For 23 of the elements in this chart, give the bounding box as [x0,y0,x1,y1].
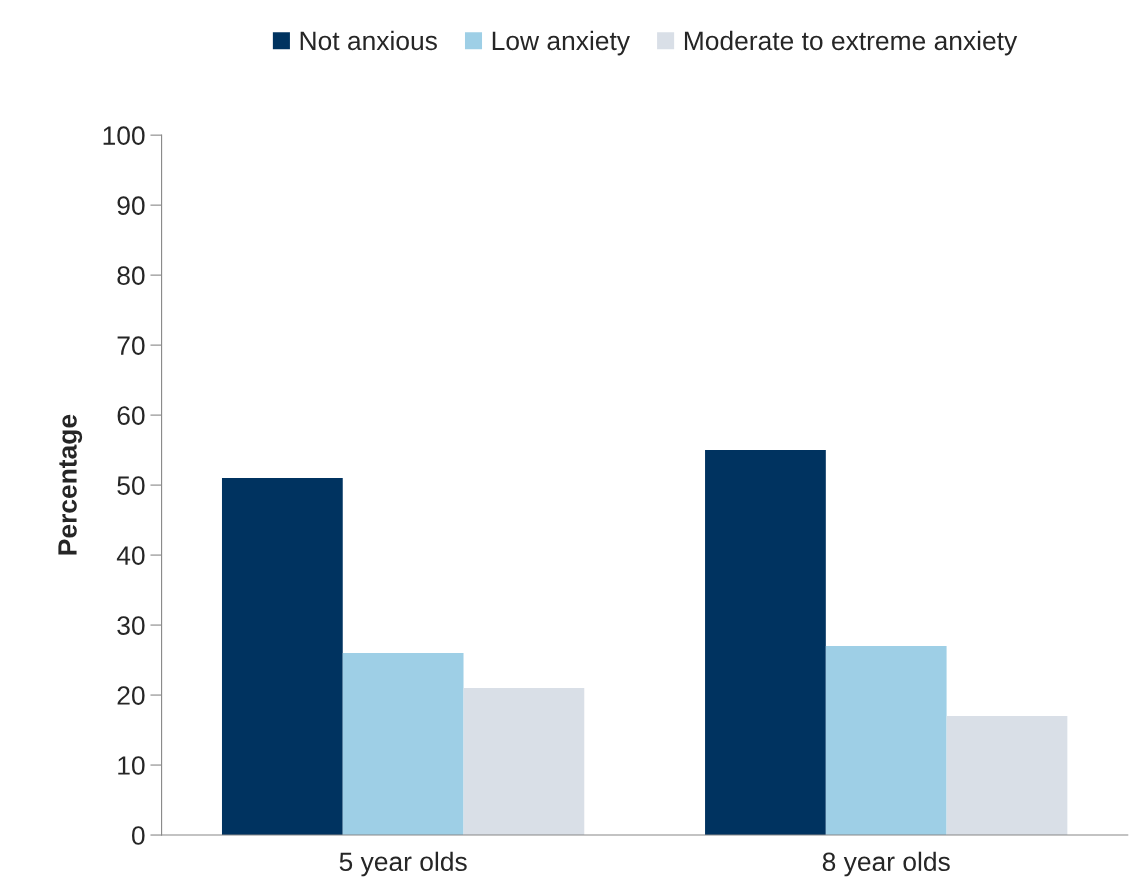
y-tick-label: 90 [117,196,145,215]
bar [221,478,343,836]
bar [825,646,947,836]
bar [463,688,585,836]
y-tick-label: 30 [117,616,145,635]
y-tick-label: 100 [103,126,145,145]
bar [705,450,826,836]
y-axis-title: Percentage [58,414,83,555]
x-tick-label: 5 year olds [339,851,467,877]
y-tick-label: 20 [117,686,145,705]
y-tick-label: 70 [117,336,145,355]
y-tick-label: 60 [117,406,145,425]
legend-label: Low anxiety [492,30,630,56]
bar [342,653,464,836]
y-tick-label: 50 [117,476,145,495]
legend-label: Not anxious [300,30,437,51]
bar [946,716,1068,836]
y-tick-label: 10 [118,756,145,775]
legend-label: Moderate to extreme anxiety [684,30,1018,56]
y-tick-label: 80 [117,266,145,285]
y-tick-label: 40 [116,546,145,565]
y-tick-label: 0 [131,826,145,845]
x-tick-label: 8 year olds [822,851,950,877]
